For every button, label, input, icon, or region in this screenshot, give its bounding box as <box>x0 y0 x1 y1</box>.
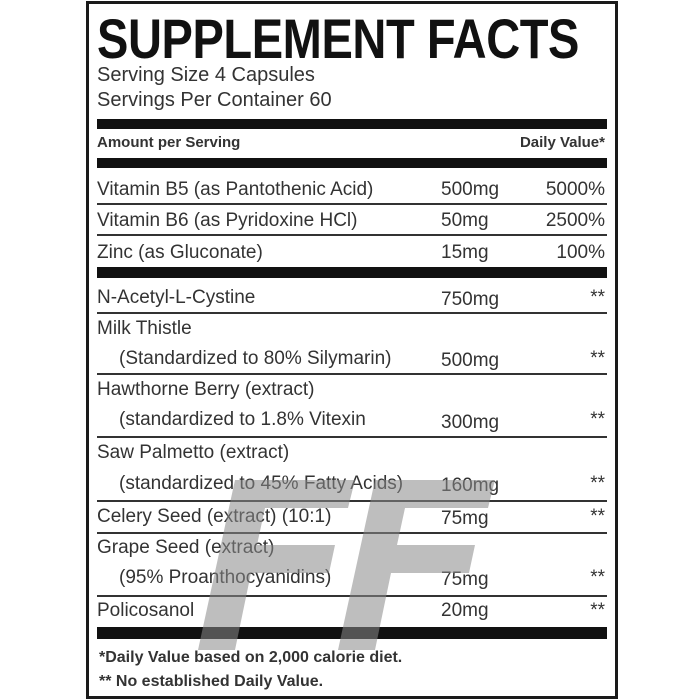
ingredient-amount: 300mg <box>441 412 500 433</box>
supplement-facts-panel: SUPPLEMENT FACTS Serving Size 4 Capsules… <box>86 1 618 699</box>
ingredient-amount: 75mg <box>441 508 489 529</box>
divider-thick <box>97 158 607 168</box>
amount-per-serving-header: Amount per Serving <box>97 134 241 151</box>
divider <box>97 203 607 205</box>
servings-per-container: Servings Per Container 60 <box>97 89 332 111</box>
divider <box>97 532 607 534</box>
ingredient-amount: 20mg <box>441 600 489 621</box>
divider <box>97 234 607 236</box>
serving-size: Serving Size 4 Capsules <box>97 64 315 86</box>
ingredient-detail: (standardized to 1.8% Vitexin <box>119 409 366 430</box>
ingredient-dv: ** <box>590 600 605 621</box>
footnote-daily-value: *Daily Value based on 2,000 calorie diet… <box>99 649 403 666</box>
ingredient-dv: 5000% <box>545 179 605 200</box>
ingredient-dv: 2500% <box>545 210 605 231</box>
ingredient-dv: ** <box>590 506 605 527</box>
ingredient-amount: 75mg <box>441 569 489 590</box>
ingredient-detail: (Standardized to 80% Silymarin) <box>119 348 392 369</box>
ingredient-name: Zinc (as Gluconate) <box>97 242 263 263</box>
divider <box>97 373 607 375</box>
ingredient-name: Policosanol <box>97 600 195 621</box>
divider <box>97 595 607 597</box>
ingredient-amount: 750mg <box>441 289 500 310</box>
divider-thick <box>97 119 607 129</box>
ingredient-amount: 15mg <box>441 242 489 263</box>
ingredient-amount: 500mg <box>441 350 500 371</box>
ingredient-dv: ** <box>590 409 605 430</box>
divider <box>97 500 607 502</box>
divider <box>97 436 607 438</box>
ingredient-name: Vitamin B5 (as Pantothenic Acid) <box>97 179 374 200</box>
divider-thick <box>97 267 607 278</box>
divider <box>97 312 607 314</box>
ingredient-name: Milk Thistle <box>97 318 192 339</box>
ingredient-detail: (standardized to 45% Fatty Acids) <box>119 473 404 494</box>
ingredient-dv: ** <box>590 348 605 369</box>
ingredient-detail: (95% Proanthocyanidins) <box>119 567 332 588</box>
ingredient-dv: ** <box>590 567 605 588</box>
ingredient-name: N-Acetyl-L-Cystine <box>97 287 256 308</box>
daily-value-header: Daily Value* <box>519 134 605 151</box>
ingredient-name: Celery Seed (extract) (10:1) <box>97 506 332 527</box>
ingredient-amount: 160mg <box>441 475 500 496</box>
ingredient-amount: 50mg <box>441 210 489 231</box>
ingredient-dv: ** <box>590 287 605 308</box>
ingredient-name: Vitamin B6 (as Pyridoxine HCl) <box>97 210 358 231</box>
ingredient-name: Grape Seed (extract) <box>97 537 275 558</box>
ingredient-amount: 500mg <box>441 179 500 200</box>
ingredient-name: Saw Palmetto (extract) <box>97 442 290 463</box>
panel-title: SUPPLEMENT FACTS <box>97 7 580 70</box>
footnote-no-dv: ** No established Daily Value. <box>99 673 324 690</box>
divider-thick <box>97 627 607 639</box>
ingredient-dv: ** <box>590 473 605 494</box>
ingredient-name: Hawthorne Berry (extract) <box>97 379 315 400</box>
ingredient-dv: 100% <box>556 242 605 263</box>
